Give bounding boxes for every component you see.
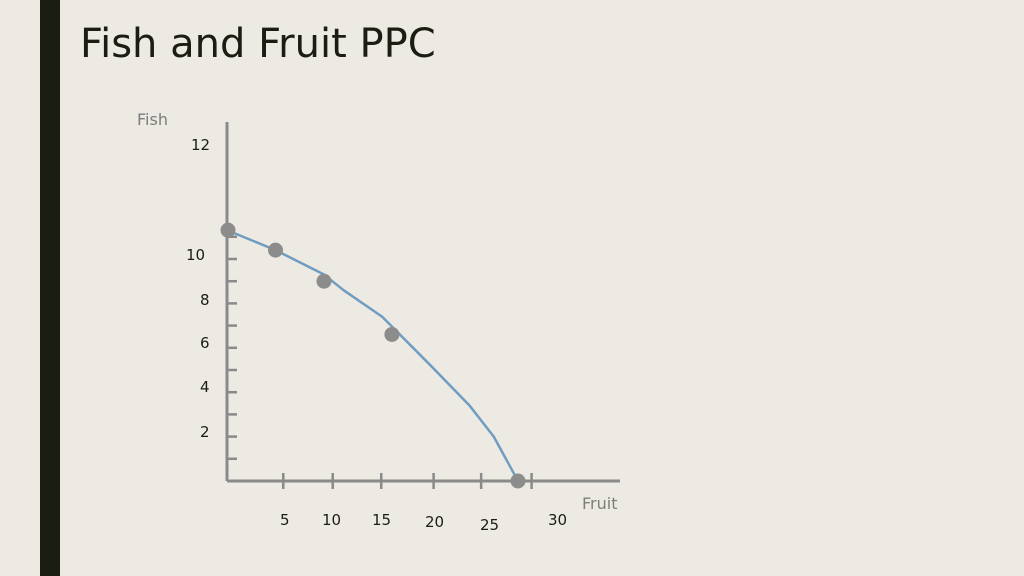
y-tick-label: 4 [200, 378, 210, 396]
x-tick-label: 15 [372, 511, 391, 529]
x-tick-label: 20 [425, 513, 444, 531]
ppc-point [268, 242, 283, 258]
chart-labels: 2 4 6 8 10 12 5 10 15 20 25 30 Fish Fruit [137, 110, 617, 534]
ppc-point [220, 222, 236, 238]
ppc-curve-line [226, 228, 520, 482]
slide-title: Fish and Fruit PPC [80, 21, 436, 67]
ppc-curve-group [226, 228, 520, 482]
ppc-points-group [220, 222, 526, 489]
accent-bar [40, 0, 60, 576]
x-tick-label: 25 [480, 516, 499, 534]
y-tick-label: 6 [200, 334, 210, 352]
ppc-point [316, 273, 332, 289]
y-tick-label: 2 [200, 423, 210, 441]
y-axis-label: Fish [137, 110, 168, 129]
x-tick-label: 10 [322, 511, 341, 529]
ppc-point [384, 326, 400, 342]
chart-axes [225, 122, 620, 483]
x-axis-label: Fruit [582, 494, 617, 513]
x-tick-label: 30 [548, 511, 567, 529]
y-tick-label: 10 [186, 246, 205, 264]
chart-ticks [227, 235, 533, 489]
x-tick-label: 5 [280, 511, 290, 529]
y-tick-label: 8 [200, 291, 210, 309]
ppc-point [510, 473, 526, 489]
y-tick-label: 12 [191, 136, 210, 154]
